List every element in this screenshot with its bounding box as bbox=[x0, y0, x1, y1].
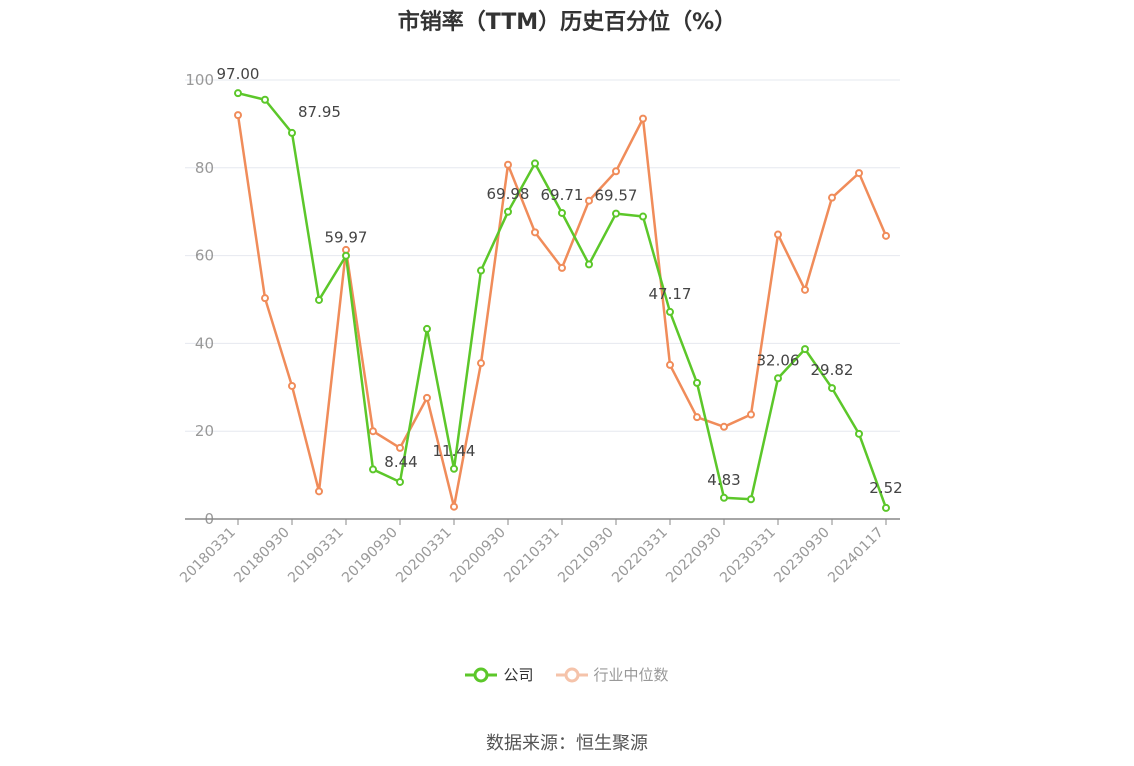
data-point bbox=[396, 477, 404, 486]
data-point bbox=[639, 114, 647, 123]
axes: 0204060801002018033120180930201903312019… bbox=[177, 71, 900, 586]
series-line-0 bbox=[237, 91, 888, 509]
y-tick-label: 40 bbox=[195, 334, 214, 352]
data-label: 47.17 bbox=[649, 285, 692, 303]
series-lines bbox=[234, 89, 890, 512]
data-point bbox=[693, 413, 701, 422]
data-point bbox=[801, 345, 809, 354]
data-point bbox=[450, 502, 458, 511]
data-point bbox=[882, 231, 890, 240]
data-label: 69.57 bbox=[595, 187, 638, 205]
data-point bbox=[261, 95, 269, 104]
data-label: 69.71 bbox=[541, 186, 584, 204]
data-point bbox=[450, 464, 458, 473]
data-point bbox=[288, 381, 296, 390]
data-point bbox=[801, 285, 809, 294]
data-label: 87.95 bbox=[298, 103, 341, 121]
data-point bbox=[612, 209, 620, 218]
data-point bbox=[261, 294, 269, 303]
data-label: 8.44 bbox=[384, 453, 417, 471]
legend-industry-swatch-icon bbox=[555, 667, 588, 682]
x-tick-label: 20180930 bbox=[231, 525, 293, 587]
data-point bbox=[720, 422, 728, 431]
legend-company-swatch-icon bbox=[465, 667, 498, 682]
data-point bbox=[342, 251, 350, 260]
data-point bbox=[882, 503, 890, 512]
y-tick-label: 60 bbox=[195, 247, 214, 265]
data-label: 97.00 bbox=[217, 65, 260, 83]
data-label: 4.83 bbox=[707, 471, 740, 489]
data-point bbox=[369, 427, 377, 436]
data-point bbox=[531, 228, 539, 237]
data-point bbox=[315, 487, 323, 496]
data-label: 59.97 bbox=[325, 229, 368, 247]
data-point bbox=[828, 384, 836, 393]
legend-industry-label: 行业中位数 bbox=[593, 666, 669, 684]
data-point bbox=[558, 208, 566, 217]
data-point bbox=[423, 324, 431, 333]
data-point bbox=[504, 160, 512, 169]
data-point bbox=[774, 374, 782, 383]
y-tick-label: 80 bbox=[195, 159, 214, 177]
x-tick-label: 20210331 bbox=[501, 525, 563, 587]
data-point bbox=[288, 128, 296, 137]
data-point bbox=[828, 193, 836, 202]
data-point bbox=[396, 443, 404, 452]
data-point bbox=[531, 159, 539, 168]
legend-company-label: 公司 bbox=[503, 666, 534, 684]
data-point bbox=[477, 359, 485, 368]
chart-title: 市销率（TTM）历史百分位（%） bbox=[397, 10, 737, 35]
data-label: 32.06 bbox=[757, 351, 800, 369]
data-point bbox=[855, 169, 863, 178]
x-tick-label: 20210930 bbox=[555, 525, 617, 587]
data-point bbox=[612, 167, 620, 176]
data-point bbox=[558, 263, 566, 272]
data-label: 2.52 bbox=[869, 479, 902, 497]
x-tick-label: 20190930 bbox=[339, 525, 401, 587]
x-tick-label: 20180331 bbox=[177, 525, 239, 587]
data-label: 69.98 bbox=[487, 185, 530, 203]
data-point bbox=[504, 207, 512, 216]
data-point bbox=[747, 495, 755, 504]
legend-item-company[interactable]: 公司 bbox=[465, 664, 534, 685]
data-point bbox=[477, 266, 485, 275]
data-point bbox=[747, 410, 755, 419]
data-point bbox=[585, 196, 593, 205]
x-tick-label: 20240117 bbox=[825, 525, 887, 587]
y-tick-label: 100 bbox=[185, 71, 214, 89]
data-point bbox=[234, 111, 242, 120]
x-tick-label: 20230930 bbox=[771, 525, 833, 587]
data-point bbox=[693, 378, 701, 387]
data-point bbox=[234, 89, 242, 98]
data-label: 11.44 bbox=[433, 442, 476, 460]
x-tick-label: 20200331 bbox=[393, 525, 455, 587]
data-label: 29.82 bbox=[811, 361, 854, 379]
data-point bbox=[720, 493, 728, 502]
series-line-1 bbox=[236, 114, 888, 508]
data-point bbox=[666, 307, 674, 316]
data-point bbox=[423, 393, 431, 402]
data-point bbox=[666, 360, 674, 369]
y-tick-label: 20 bbox=[195, 422, 214, 440]
x-tick-label: 20200930 bbox=[447, 525, 509, 587]
x-tick-label: 20230331 bbox=[717, 525, 779, 587]
data-point bbox=[855, 429, 863, 438]
data-point bbox=[639, 212, 647, 221]
source-note: 数据来源：恒生聚源 bbox=[486, 733, 648, 754]
x-tick-label: 20190331 bbox=[285, 525, 347, 587]
x-tick-label: 20220930 bbox=[663, 525, 725, 587]
data-point bbox=[369, 465, 377, 474]
data-point bbox=[315, 295, 323, 304]
data-point bbox=[585, 260, 593, 269]
legend: 公司 行业中位数 bbox=[0, 664, 1134, 685]
legend-item-industry-median[interactable]: 行业中位数 bbox=[555, 664, 669, 685]
x-tick-label: 20220331 bbox=[609, 525, 671, 587]
data-labels: 97.00 87.95 59.97 8.44 11.44 69.98 69.71 69.57 4… bbox=[217, 65, 903, 497]
data-point bbox=[774, 230, 782, 239]
